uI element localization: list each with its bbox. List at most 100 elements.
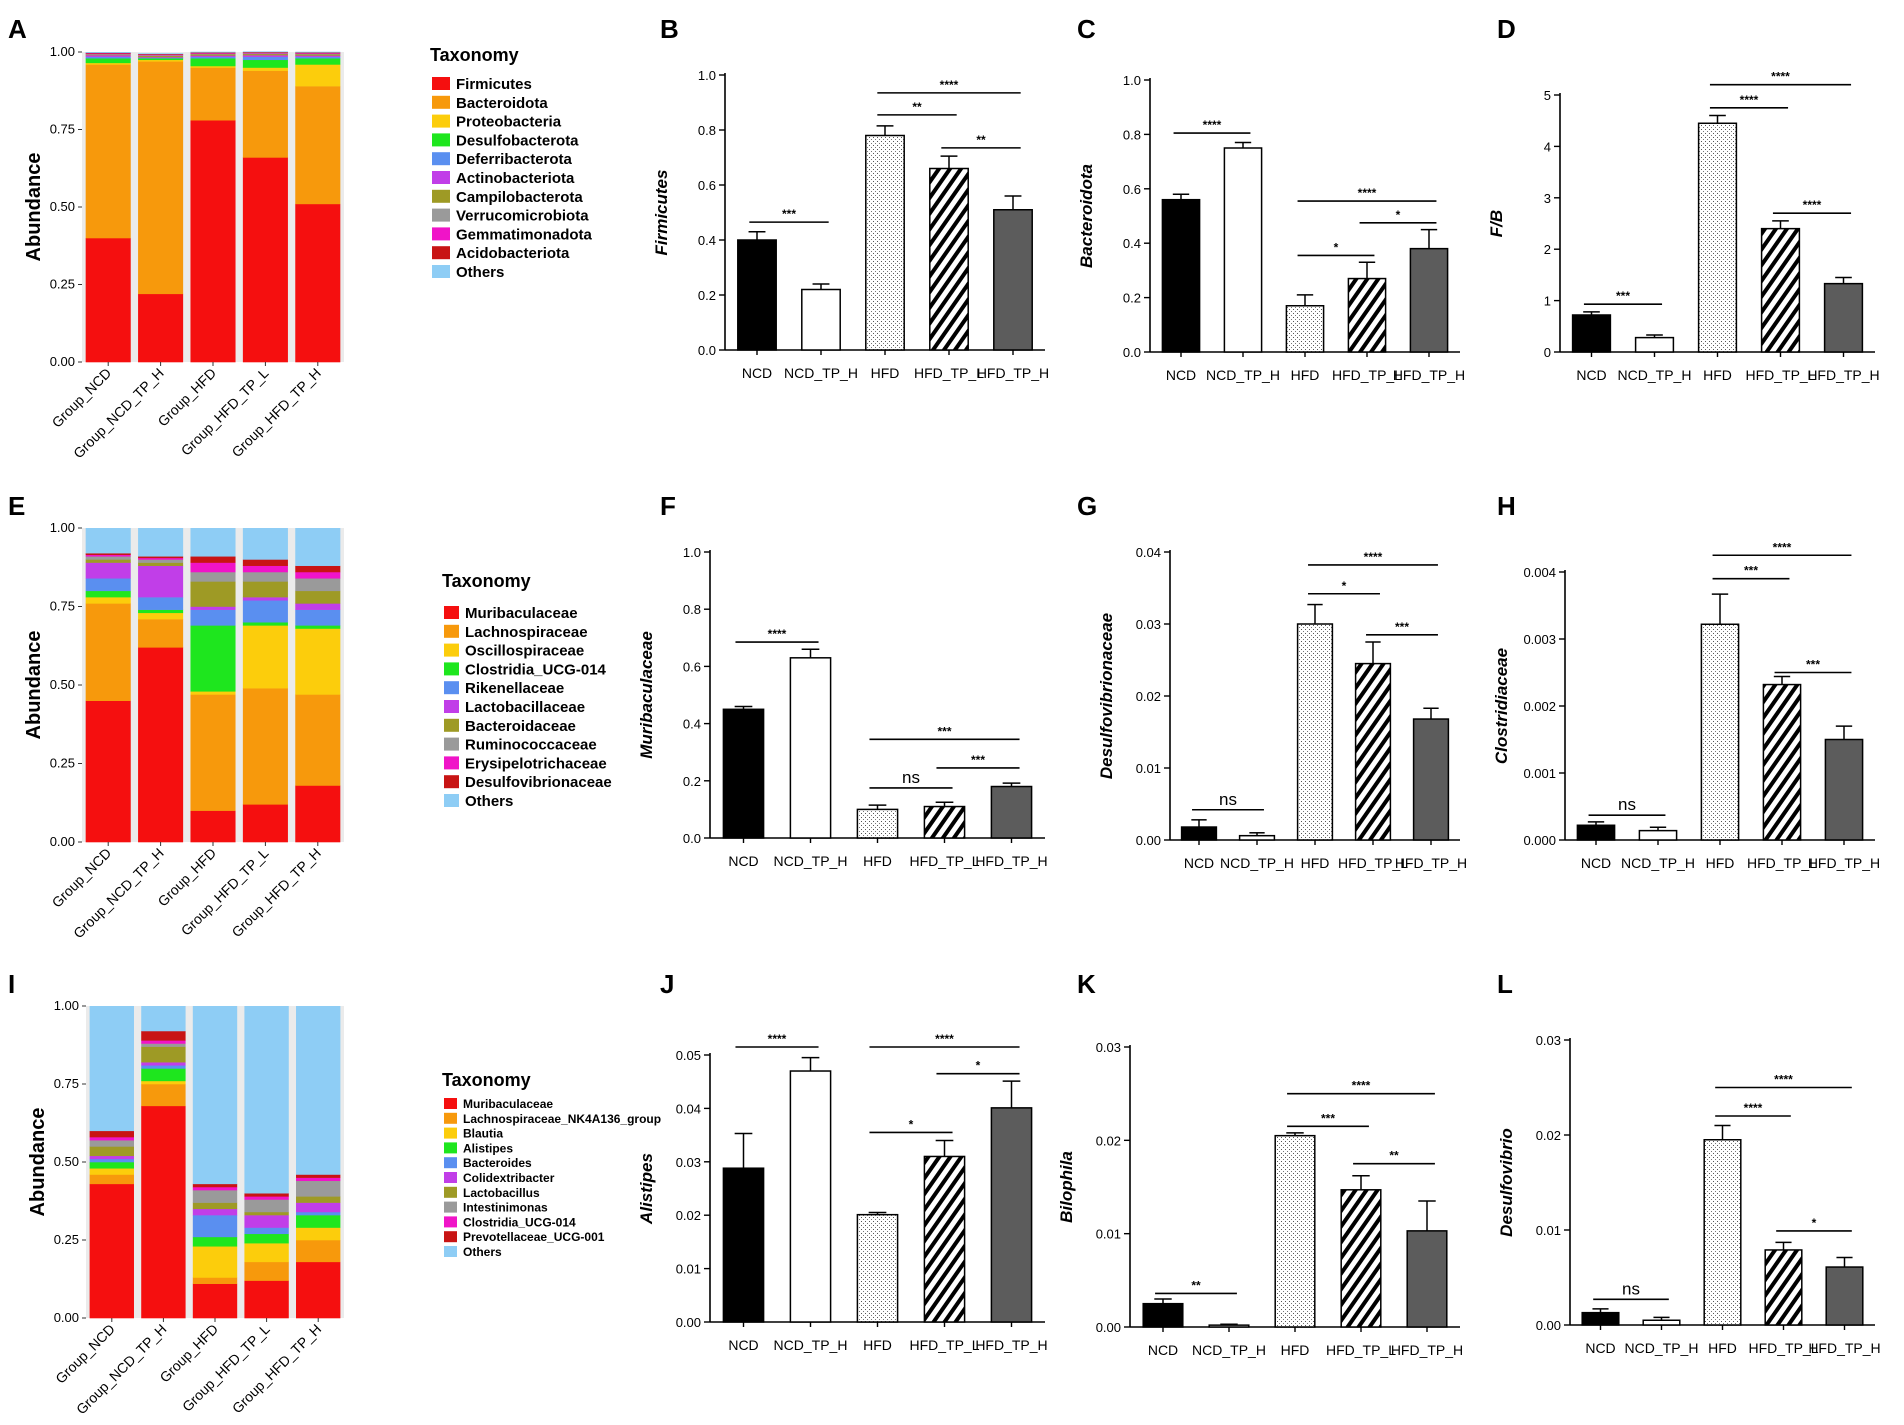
stack-segment xyxy=(141,1065,186,1069)
stack-segment xyxy=(295,203,341,363)
stack-segment xyxy=(138,557,184,560)
stack-segment xyxy=(89,1174,134,1185)
legend-entry: Others xyxy=(456,264,504,281)
stack-segment xyxy=(141,1030,186,1041)
x-tick-label: HFD_TP_H xyxy=(975,1337,1047,1353)
panel-b: B 0.0 0.2 0.4 0.6 0.8 1.0 Firmicutes NCD NCD_TP_H… xyxy=(652,14,1049,381)
y-tick-label: 0.8 xyxy=(1123,127,1141,142)
bar xyxy=(923,1155,966,1323)
y-axis-label: Muribaculaceae xyxy=(637,631,656,759)
y-tick-label: 0.00 xyxy=(54,1310,79,1325)
stack-segment xyxy=(242,56,288,61)
bar xyxy=(789,657,832,839)
legend-swatch xyxy=(444,756,459,770)
significance-label: ns xyxy=(1219,790,1237,809)
stack-segment xyxy=(141,1068,186,1082)
bar xyxy=(801,288,841,351)
y-tick-label: 3 xyxy=(1544,191,1551,206)
x-tick-label: NCD xyxy=(1148,1342,1178,1358)
legend-entry: Bacteroidaceae xyxy=(465,718,576,735)
stack-segment xyxy=(244,1233,289,1244)
x-tick-label: NCD_TP_H xyxy=(1618,367,1692,383)
significance-label: ** xyxy=(1389,1149,1399,1163)
bar xyxy=(1760,227,1801,353)
x-tick-label: HFD xyxy=(1703,367,1732,383)
legend-swatch xyxy=(444,1201,457,1213)
bar xyxy=(1576,824,1616,841)
x-tick-label: Group_NCD_TP_H xyxy=(73,1321,170,1418)
significance-label: *** xyxy=(1616,289,1630,303)
x-tick-label: NCD xyxy=(1166,367,1196,383)
legend-entry: Ruminococcaceae xyxy=(465,737,597,754)
legend-entry: Actinobacteriota xyxy=(456,170,575,187)
y-tick-label: 0.25 xyxy=(50,277,75,292)
stack-segment xyxy=(190,51,236,53)
bar xyxy=(1823,282,1864,353)
stack-segment xyxy=(190,55,236,57)
stack-segment xyxy=(242,157,288,363)
stack-segment xyxy=(242,581,288,598)
significance-label: ns xyxy=(902,768,920,787)
legend-swatch xyxy=(432,208,450,222)
stack-segment xyxy=(85,238,131,363)
stack-segment xyxy=(242,52,288,53)
panel-i: IGroup_NCDGroup_NCD_TP_HGroup_HFDGroup_H… xyxy=(8,969,661,1417)
significance-label: * xyxy=(1342,579,1347,593)
significance-label: * xyxy=(1396,208,1401,222)
panel-label: F xyxy=(660,491,676,521)
stack-segment xyxy=(244,1211,289,1216)
legend-swatch xyxy=(444,1112,457,1124)
bar xyxy=(1703,1139,1742,1326)
panel-label: A xyxy=(8,14,27,44)
y-tick-label: 0.05 xyxy=(676,1048,701,1063)
stack-segment xyxy=(141,1043,186,1047)
y-tick-label: 0.002 xyxy=(1523,699,1556,714)
stack-segment xyxy=(190,556,236,563)
stack-segment xyxy=(192,1215,238,1238)
significance-label: **** xyxy=(940,78,959,92)
y-tick-label: 0.25 xyxy=(54,1232,79,1247)
y-tick-label: 0.03 xyxy=(1136,617,1161,632)
stack-segment xyxy=(138,57,184,59)
legend-swatch xyxy=(432,246,450,260)
stack-segment xyxy=(138,619,184,648)
x-tick-label: HFD_TP_H xyxy=(1391,1342,1463,1358)
x-tick-label: NCD_TP_H xyxy=(1206,367,1280,383)
stack-segment xyxy=(295,628,341,695)
bar xyxy=(990,785,1033,839)
significance-label: * xyxy=(909,1117,914,1131)
y-axis-label: Desulfovibrio xyxy=(1497,1128,1516,1237)
significance-label: **** xyxy=(768,1032,787,1046)
stack-segment xyxy=(295,55,341,57)
x-tick-label: HFD xyxy=(871,365,900,381)
stack-segment xyxy=(138,556,184,559)
stack-segment xyxy=(141,1062,186,1066)
stack-segment xyxy=(192,1202,238,1210)
bar xyxy=(1764,1249,1803,1326)
stack-segment xyxy=(141,1080,186,1085)
stack-segment xyxy=(192,1190,238,1203)
legend-swatch xyxy=(444,775,459,789)
stack-segment xyxy=(192,1236,238,1247)
significance-label: ** xyxy=(976,133,986,147)
stack-segment xyxy=(85,58,131,64)
y-tick-label: 0.00 xyxy=(1096,1320,1121,1335)
y-tick-label: 0.75 xyxy=(50,599,75,614)
stack-segment xyxy=(89,1183,134,1319)
y-tick-label: 0.75 xyxy=(54,1076,79,1091)
x-tick-label: NCD xyxy=(742,365,772,381)
stack-segment xyxy=(295,58,341,65)
x-tick-label: NCD_TP_H xyxy=(784,365,858,381)
legend-entry: Rikenellaceae xyxy=(465,680,564,697)
y-tick-label: 0.0 xyxy=(1123,345,1141,360)
panel-label: B xyxy=(660,14,679,44)
legend-entry: Campilobacterota xyxy=(456,189,583,206)
stack-segment xyxy=(89,1162,134,1169)
panel-label: C xyxy=(1077,14,1096,44)
panel-label: D xyxy=(1497,14,1516,44)
stack-segment xyxy=(138,59,184,62)
legend-swatch xyxy=(432,265,450,278)
x-tick-label: HFD_TP_H xyxy=(975,853,1047,869)
y-tick-label: 0.004 xyxy=(1523,565,1556,580)
